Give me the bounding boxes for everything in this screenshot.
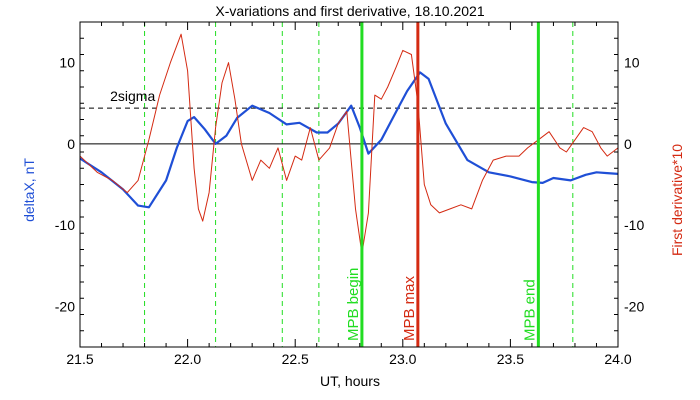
mpb-marker-label-1: MPB max: [401, 275, 418, 341]
y-tick-label-right-1: -10: [624, 217, 644, 233]
y-tick-label-left-3: 10: [59, 55, 75, 71]
axes: 21.5 22.0 22.5 23.0 23.5 24.0 -20 -20 -10 -10 0 0 10…: [55, 21, 644, 367]
y-axis-label-left: deltaX, nT: [21, 158, 37, 222]
derivative-line: [80, 33, 618, 255]
x-tick-label-2: 22.5: [282, 351, 309, 367]
mpb-marker-label-2: MPB end: [521, 279, 538, 341]
y-tick-label-right-3: 10: [624, 55, 640, 71]
x-tick-label-4: 23.5: [497, 351, 524, 367]
2sigma-label: 2sigma: [110, 88, 155, 104]
x-axis-label: UT, hours: [320, 373, 380, 389]
chart-title: X-variations and first derivative, 18.10…: [215, 3, 484, 19]
y-tick-label-left-0: -20: [55, 298, 75, 314]
x-tick-label-5: 24.0: [604, 351, 631, 367]
mpb-marker-label-0: MPB begin: [345, 268, 362, 341]
x-tick-label-0: 21.5: [66, 351, 93, 367]
x-tick-label-3: 23.0: [389, 351, 416, 367]
y-tick-label-left-1: -10: [55, 217, 75, 233]
x-tick-label-1: 22.0: [174, 351, 201, 367]
y-tick-label-right-0: -20: [624, 298, 644, 314]
y-axis-label-right: First derivative*10: [669, 144, 685, 256]
y-tick-label-left-2: 0: [67, 136, 75, 152]
plot-area: 2sigma MPB begin MPB max MPB end: [80, 22, 618, 347]
y-tick-label-right-2: 0: [624, 136, 632, 152]
